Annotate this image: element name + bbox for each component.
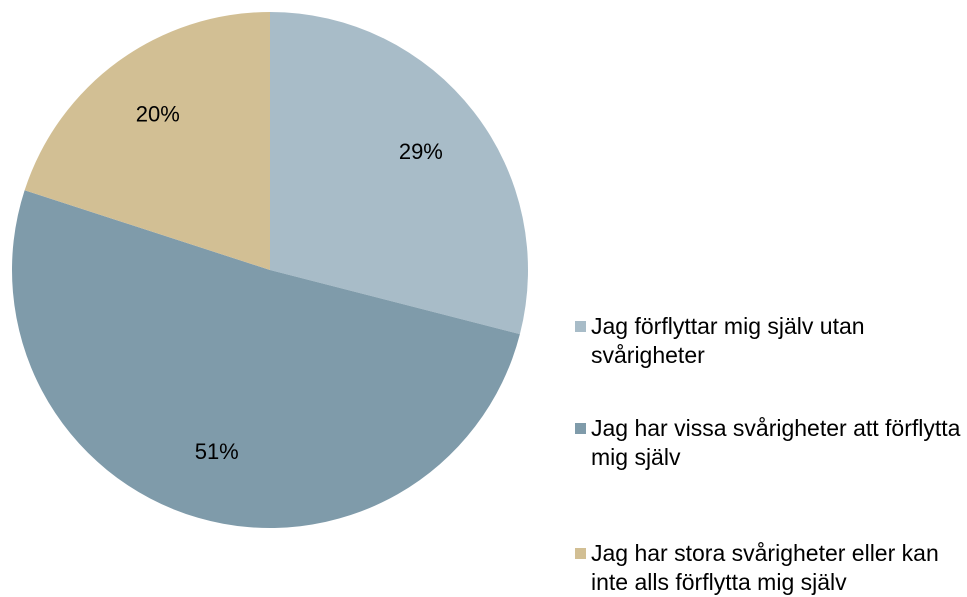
data-label: 20% (136, 101, 180, 126)
data-label: 51% (195, 439, 239, 464)
legend-label: Jag har stora svårigheter eller kan inte… (591, 540, 939, 595)
legend-label: Jag har vissa svårigheter att förflytta … (591, 415, 961, 470)
page: {"chart_data": {"type": "pie", "categori… (11, 12, 965, 595)
data-label: 29% (399, 139, 443, 164)
legend-item: Jag har stora svårigheter eller kan inte… (575, 539, 965, 597)
legend-item: Jag förflyttar mig själv utan svårighete… (575, 312, 965, 370)
pie-slice (24, 12, 271, 270)
legend-swatch (575, 548, 586, 559)
legend-swatch (575, 321, 586, 332)
legend-item: Jag har vissa svårigheter att förflytta … (575, 414, 965, 472)
legend-label: Jag förflyttar mig själv utan svårighete… (591, 313, 865, 368)
legend-swatch (575, 423, 586, 434)
pie-slice (270, 12, 529, 335)
pie-slice (11, 190, 520, 529)
chart: 29% 51% 20% (11, 12, 529, 529)
